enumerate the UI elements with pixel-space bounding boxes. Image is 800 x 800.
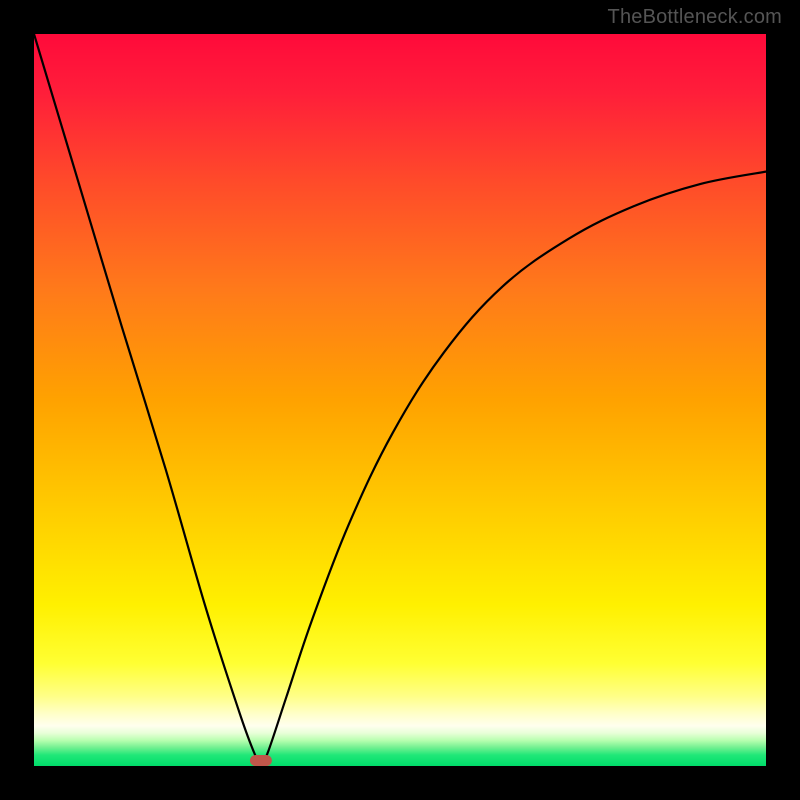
bottleneck-curve (34, 34, 766, 766)
watermark-text: TheBottleneck.com (608, 6, 782, 29)
minimum-marker (250, 755, 272, 766)
curve-left-branch (34, 34, 261, 766)
curve-right-branch (261, 172, 766, 766)
chart-container: TheBottleneck.com (0, 0, 800, 800)
